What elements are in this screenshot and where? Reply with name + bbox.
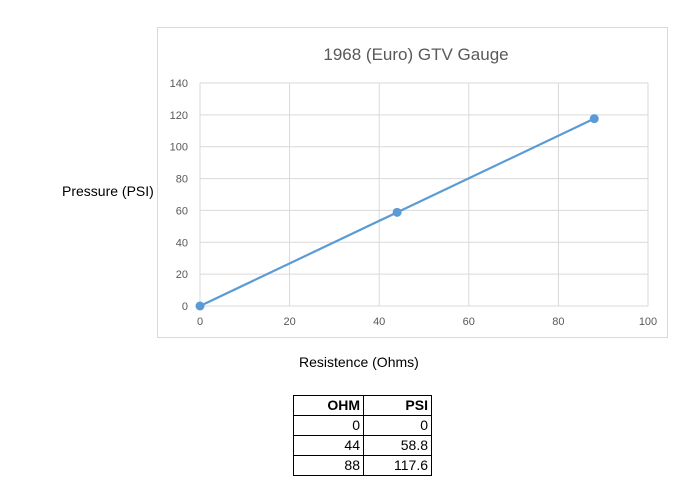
x-tick-label: 0 (197, 316, 203, 328)
y-tick-label: 20 (176, 269, 188, 281)
data-point (392, 207, 402, 217)
x-tick-label: 100 (639, 316, 657, 328)
x-tick-label: 60 (463, 316, 475, 328)
y-tick-label: 0 (182, 301, 188, 313)
table-row: 44 58.8 (293, 435, 432, 456)
table-cell: 44 (293, 435, 364, 456)
y-tick-label: 100 (170, 142, 188, 154)
x-tick-label: 40 (373, 316, 385, 328)
table-row: 88 117.6 (293, 455, 432, 476)
y-tick-label: 40 (176, 237, 188, 249)
table-cell: 88 (293, 455, 364, 476)
column-header-ohm: OHM (293, 395, 364, 416)
data-point (589, 114, 599, 124)
y-tick-label: 60 (176, 205, 188, 217)
series-marks (195, 114, 599, 311)
table-cell: 58.8 (363, 435, 432, 456)
table-header-row: OHM PSI (293, 395, 432, 416)
table-cell: 117.6 (363, 455, 432, 476)
table-cell: 0 (363, 415, 432, 436)
chart-title: 1968 (Euro) GTV Gauge (323, 45, 508, 64)
y-tick-label: 80 (176, 174, 188, 186)
table-row: 0 0 (293, 415, 432, 436)
y-tick-label: 140 (170, 78, 188, 90)
scatter-line-chart: 1968 (Euro) GTV Gauge 0 20 40 60 80 100 120 140… (170, 45, 658, 328)
x-tick-label: 20 (283, 316, 295, 328)
gridlines (199, 82, 649, 307)
table-cell: 0 (293, 415, 364, 436)
y-axis-label: Pressure (PSI) (62, 183, 154, 199)
x-axis-label: Resistence (Ohms) (299, 354, 419, 370)
data-point (195, 301, 205, 311)
x-tick-label: 80 (552, 316, 564, 328)
column-header-psi: PSI (363, 395, 432, 416)
data-table: OHM PSI 0 0 44 58.8 88 117.6 (293, 395, 432, 476)
tick-labels: 0 20 40 60 80 100 120 140 0 20 40 60 80 100 (170, 78, 658, 328)
chart-area: 1968 (Euro) GTV Gauge 0 20 40 60 80 100 120 140… (157, 27, 668, 338)
y-tick-label: 120 (170, 110, 188, 122)
